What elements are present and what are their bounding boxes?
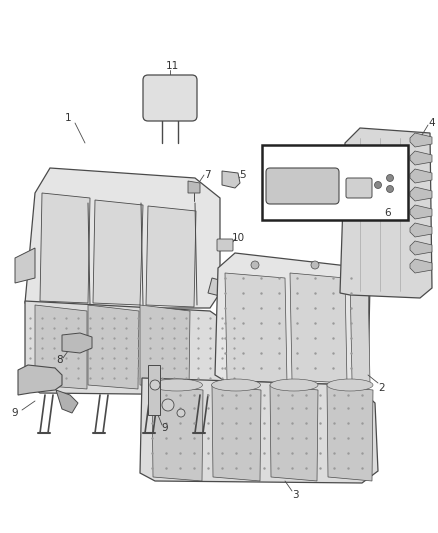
Text: 6: 6 [385, 208, 391, 218]
Polygon shape [340, 128, 432, 298]
Polygon shape [140, 305, 190, 389]
Polygon shape [18, 365, 62, 395]
Polygon shape [410, 133, 432, 147]
Text: 3: 3 [292, 490, 298, 500]
Text: 9: 9 [12, 408, 18, 418]
Polygon shape [410, 205, 432, 219]
Circle shape [251, 261, 259, 269]
Text: 11: 11 [166, 61, 179, 71]
FancyBboxPatch shape [143, 75, 197, 121]
Polygon shape [208, 278, 230, 298]
Polygon shape [93, 200, 143, 305]
Ellipse shape [212, 379, 261, 391]
Polygon shape [410, 259, 432, 273]
Text: 5: 5 [239, 170, 245, 180]
Polygon shape [56, 390, 78, 413]
Polygon shape [140, 378, 378, 483]
Polygon shape [146, 206, 196, 307]
Bar [262, 145, 408, 220]
Circle shape [386, 185, 393, 192]
Polygon shape [225, 273, 287, 383]
Text: 9: 9 [162, 423, 168, 433]
Polygon shape [212, 385, 261, 481]
Polygon shape [152, 385, 203, 481]
Polygon shape [25, 301, 245, 395]
Text: 4: 4 [429, 118, 435, 128]
Polygon shape [62, 333, 92, 353]
Text: 1: 1 [65, 113, 71, 123]
Ellipse shape [270, 379, 318, 391]
Polygon shape [222, 171, 240, 188]
Polygon shape [290, 273, 347, 383]
Circle shape [150, 380, 160, 390]
Text: 8: 8 [57, 355, 64, 365]
Polygon shape [327, 385, 373, 481]
Polygon shape [410, 241, 432, 255]
FancyBboxPatch shape [346, 178, 372, 198]
Circle shape [311, 261, 319, 269]
Polygon shape [410, 223, 432, 237]
Circle shape [386, 174, 393, 182]
Polygon shape [270, 385, 318, 481]
Polygon shape [410, 169, 432, 183]
Text: 7: 7 [204, 170, 210, 180]
Polygon shape [410, 151, 432, 165]
Circle shape [374, 182, 381, 189]
Polygon shape [25, 168, 220, 308]
Polygon shape [15, 248, 35, 283]
Polygon shape [410, 187, 432, 201]
Circle shape [177, 409, 185, 417]
Text: 10: 10 [231, 233, 244, 243]
Circle shape [162, 399, 174, 411]
Polygon shape [148, 365, 160, 415]
Polygon shape [35, 305, 87, 389]
Polygon shape [215, 253, 370, 385]
FancyBboxPatch shape [266, 168, 339, 204]
Ellipse shape [152, 379, 202, 391]
Polygon shape [40, 193, 90, 303]
Polygon shape [350, 273, 370, 383]
Polygon shape [88, 305, 139, 389]
FancyBboxPatch shape [217, 239, 233, 251]
Polygon shape [188, 181, 200, 193]
Ellipse shape [327, 379, 373, 391]
Text: 2: 2 [379, 383, 385, 393]
